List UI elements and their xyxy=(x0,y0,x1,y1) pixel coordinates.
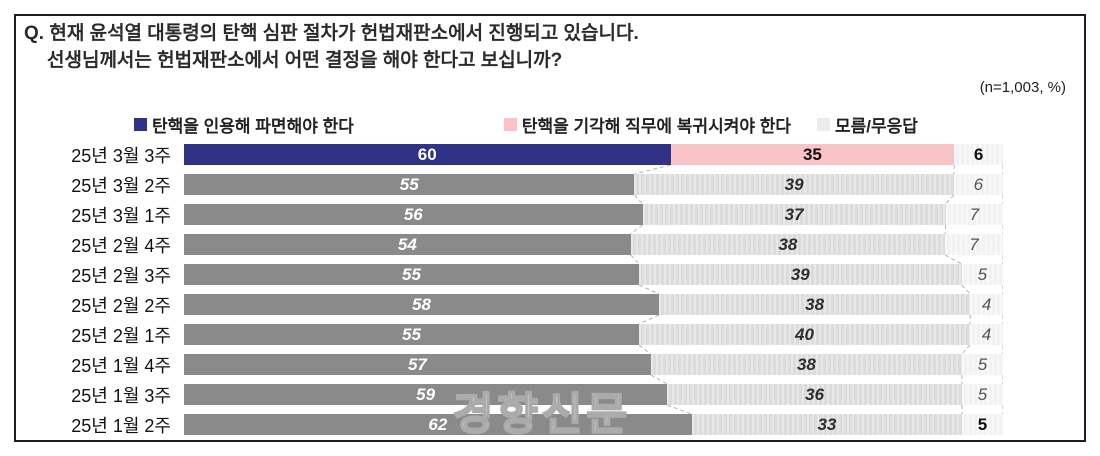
legend-item-unknown: 모름/무응답 xyxy=(817,112,918,137)
legend-label-accept: 탄핵을 인용해 파면해야 한다 xyxy=(152,117,354,136)
bar-segment-reject: 37 xyxy=(642,204,946,225)
question-line-2: 선생님께서는 헌법재판소에서 어떤 결정을 해야 한다고 보십니까? xyxy=(47,49,563,71)
bar-segment-unknown: 7 xyxy=(945,234,1003,255)
bar-segment-unknown: 5 xyxy=(962,384,1003,405)
stacked-bar: 60 35 6 xyxy=(184,144,1003,165)
chart-row: 25년 3월 3주 60 35 6 xyxy=(24,144,1003,166)
bar-segment-reject: 39 xyxy=(634,174,954,195)
bar-segment-unknown: 5 xyxy=(961,264,1003,285)
bar-segment-accept: 60 xyxy=(184,144,671,165)
legend-label-reject: 탄핵을 기각해 직무에 복귀시켜야 한다 xyxy=(521,117,791,136)
sample-size-note: (n=1,003, %) xyxy=(979,79,1066,96)
bar-segment-reject: 38 xyxy=(650,354,963,375)
bar-segment-accept: 55 xyxy=(184,264,639,285)
bar-segment-accept: 56 xyxy=(184,204,643,225)
row-category-label: 25년 2월 3주 xyxy=(71,265,171,286)
bar-segment-reject: 38 xyxy=(659,294,971,315)
legend-item-accept: 탄핵을 인용해 파면해야 한다 xyxy=(134,112,354,137)
legend-swatch-reject-icon xyxy=(503,118,517,131)
bar-segment-unknown: 5 xyxy=(962,354,1003,375)
bar-segment-unknown: 7 xyxy=(945,204,1003,225)
stacked-bar: 59 36 5 xyxy=(184,384,1003,405)
bar-segment-unknown: 4 xyxy=(969,324,1003,345)
poll-chart-frame: Q. 현재 윤석열 대통령의 탄핵 심판 절차가 헌법재판소에서 진행되고 있습… xyxy=(14,14,1086,442)
bar-segment-reject: 35 xyxy=(670,144,955,165)
bar-segment-reject: 36 xyxy=(667,384,963,405)
newspaper-watermark: 경향신문 xyxy=(452,389,631,440)
stacked-bar-chart: 25년 3월 3주 60 35 6 25년 3월 2주 55 39 6 25년 … xyxy=(24,144,1003,444)
stacked-bar: 55 39 6 xyxy=(184,174,1003,195)
stacked-bar: 55 39 5 xyxy=(184,264,1003,285)
chart-row: 25년 2월 2주 58 38 4 xyxy=(24,294,1003,316)
chart-row: 25년 2월 4주 54 38 7 xyxy=(24,234,1003,256)
row-category-label: 25년 3월 2주 xyxy=(71,175,171,196)
chart-row: 25년 2월 1주 55 40 4 xyxy=(24,324,1003,346)
legend-label-unknown: 모름/무응답 xyxy=(835,117,918,136)
bar-segment-accept: 55 xyxy=(184,174,635,195)
row-category-label: 25년 2월 4주 xyxy=(71,235,171,256)
question-text: Q. 현재 윤석열 대통령의 탄핵 심판 절차가 헌법재판소에서 진행되고 있습… xyxy=(24,21,639,74)
bar-segment-unknown: 6 xyxy=(953,174,1003,195)
row-category-label: 25년 3월 3주 xyxy=(71,145,171,166)
chart-row: 25년 1월 3주 59 36 5 xyxy=(24,384,1003,406)
stacked-bar: 55 40 4 xyxy=(184,324,1003,345)
chart-row: 25년 1월 2주 62 33 5 xyxy=(24,414,1003,436)
bar-segment-accept: 55 xyxy=(184,324,639,345)
legend-swatch-accept-icon xyxy=(134,118,147,131)
chart-row: 25년 3월 1주 56 37 7 xyxy=(24,204,1003,226)
chart-row: 25년 3월 2주 55 39 6 xyxy=(24,174,1003,196)
stacked-bar: 58 38 4 xyxy=(184,294,1003,315)
row-category-label: 25년 3월 1주 xyxy=(71,205,171,226)
bar-segment-accept: 59 xyxy=(184,384,668,405)
row-category-label: 25년 2월 1주 xyxy=(71,325,171,346)
stacked-bar: 62 33 5 xyxy=(184,414,1003,435)
bar-segment-accept: 54 xyxy=(184,234,631,255)
chart-legend: 탄핵을 인용해 파면해야 한다 탄핵을 기각해 직무에 복귀시켜야 한다 모름/… xyxy=(134,112,918,137)
bar-segment-reject: 39 xyxy=(639,264,962,285)
legend-swatch-unknown-icon xyxy=(817,118,830,131)
stacked-bar: 54 38 7 xyxy=(184,234,1003,255)
row-category-label: 25년 2월 2주 xyxy=(71,295,171,316)
bar-segment-reject: 40 xyxy=(639,324,970,345)
stacked-bar: 56 37 7 xyxy=(184,204,1003,225)
stacked-bar: 57 38 5 xyxy=(184,354,1003,375)
legend-item-reject: 탄핵을 기각해 직무에 복귀시켜야 한다 xyxy=(503,112,791,137)
row-category-label: 25년 1월 2주 xyxy=(71,415,171,436)
bar-segment-reject: 33 xyxy=(691,414,963,435)
chart-row: 25년 2월 3주 55 39 5 xyxy=(24,264,1003,286)
bar-segment-accept: 57 xyxy=(184,354,651,375)
bar-segment-unknown: 6 xyxy=(954,144,1003,165)
chart-row: 25년 1월 4주 57 38 5 xyxy=(24,354,1003,376)
row-category-label: 25년 1월 4주 xyxy=(71,355,171,376)
bar-segment-accept: 62 xyxy=(184,414,692,435)
bar-segment-reject: 38 xyxy=(630,234,946,255)
question-prefix: Q. xyxy=(24,23,45,44)
question-line-1: Q. 현재 윤석열 대통령의 탄핵 심판 절차가 헌법재판소에서 진행되고 있습… xyxy=(24,23,639,44)
bar-segment-unknown: 4 xyxy=(970,294,1003,315)
bar-segment-accept: 58 xyxy=(184,294,660,315)
bar-segment-unknown: 5 xyxy=(962,414,1003,435)
row-category-label: 25년 1월 3주 xyxy=(71,385,171,406)
